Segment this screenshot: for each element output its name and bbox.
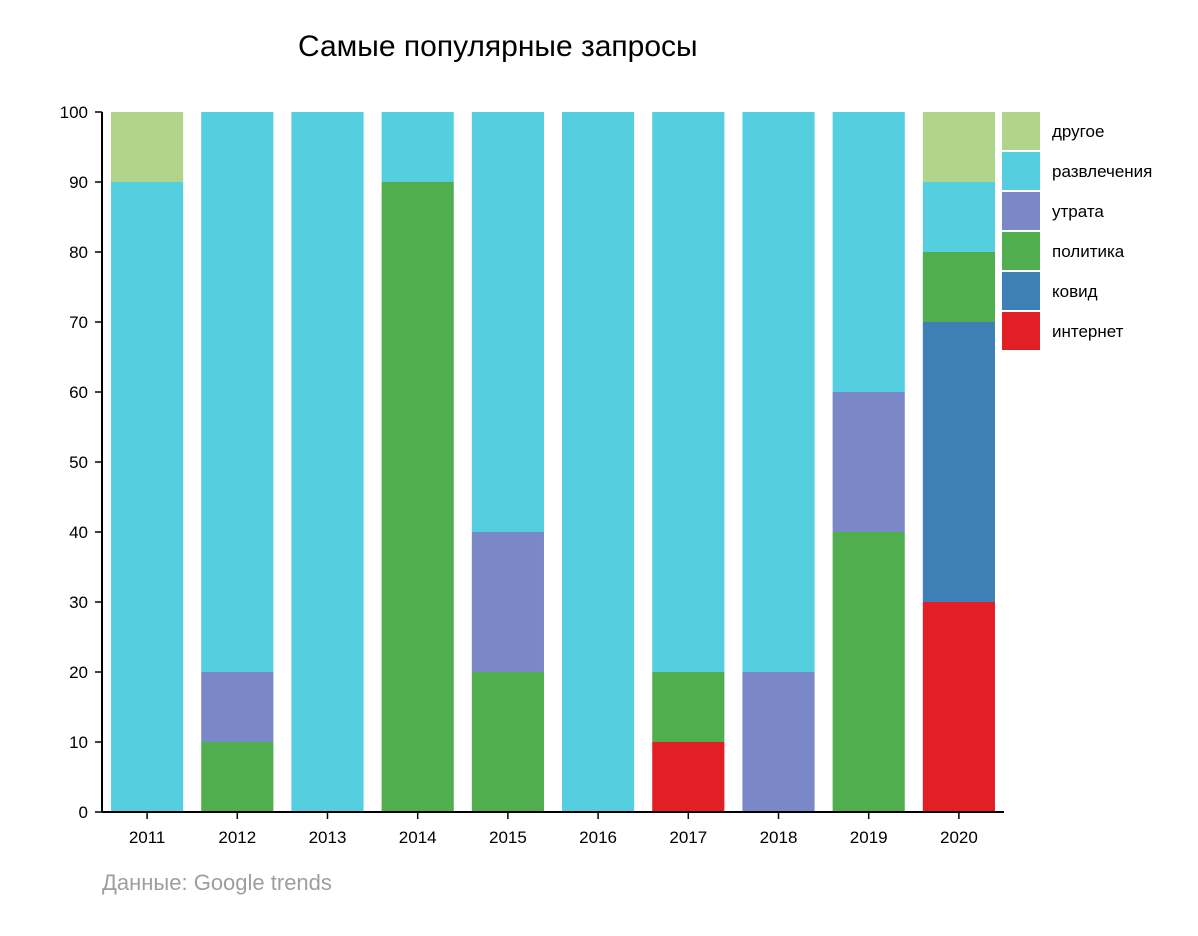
y-tick-label: 0 bbox=[79, 803, 88, 822]
legend-swatch-интернет bbox=[1002, 312, 1040, 350]
x-tick-label: 2020 bbox=[940, 828, 978, 847]
y-tick-label: 10 bbox=[69, 733, 88, 752]
bar-segment-2019-утрата bbox=[832, 392, 905, 532]
bar-segment-2018-утрата bbox=[742, 672, 815, 812]
x-tick-label: 2019 bbox=[850, 828, 888, 847]
bar-segment-2014-развлечения bbox=[381, 112, 454, 182]
y-tick-label: 20 bbox=[69, 663, 88, 682]
bar-segment-2018-развлечения bbox=[742, 112, 815, 672]
bar-segment-2020-ковид bbox=[922, 322, 995, 602]
x-tick-label: 2016 bbox=[579, 828, 617, 847]
legend-label: политика bbox=[1052, 242, 1125, 261]
y-tick-label: 80 bbox=[69, 243, 88, 262]
bar-segment-2017-интернет bbox=[652, 742, 725, 812]
bar-segment-2020-политика bbox=[922, 252, 995, 322]
bar-segment-2012-развлечения bbox=[201, 112, 274, 672]
bar-segment-2015-политика bbox=[471, 672, 544, 812]
bar-segment-2017-развлечения bbox=[652, 112, 725, 672]
chart-source-note: Данные: Google trends bbox=[102, 870, 332, 895]
y-tick-label: 70 bbox=[69, 313, 88, 332]
x-tick-label: 2012 bbox=[218, 828, 256, 847]
y-tick-label: 90 bbox=[69, 173, 88, 192]
bar-segment-2014-политика bbox=[381, 182, 454, 812]
bar-segment-2012-утрата bbox=[201, 672, 274, 742]
bar-segment-2020-другое bbox=[922, 112, 995, 182]
legend-label: развлечения bbox=[1052, 162, 1152, 181]
y-tick-label: 100 bbox=[60, 103, 88, 122]
x-tick-label: 2013 bbox=[309, 828, 347, 847]
bar-segment-2017-политика bbox=[652, 672, 725, 742]
x-tick-label: 2014 bbox=[399, 828, 437, 847]
legend-label: ковид bbox=[1052, 282, 1098, 301]
bar-segment-2011-развлечения bbox=[111, 182, 184, 812]
bar-segment-2020-интернет bbox=[922, 602, 995, 812]
legend-swatch-развлечения bbox=[1002, 152, 1040, 190]
x-tick-label: 2017 bbox=[669, 828, 707, 847]
legend-label: утрата bbox=[1052, 202, 1104, 221]
x-tick-label: 2015 bbox=[489, 828, 527, 847]
bar-segment-2013-развлечения bbox=[291, 112, 364, 812]
bar-segment-2019-политика bbox=[832, 532, 905, 812]
x-tick-label: 2018 bbox=[760, 828, 798, 847]
legend-swatch-другое bbox=[1002, 112, 1040, 150]
legend-swatch-ковид bbox=[1002, 272, 1040, 310]
bar-segment-2016-развлечения bbox=[562, 112, 635, 812]
bar-segment-2020-развлечения bbox=[922, 182, 995, 252]
chart-title: Самые популярные запросы bbox=[298, 30, 698, 63]
legend-swatch-утрата bbox=[1002, 192, 1040, 230]
y-tick-label: 50 bbox=[69, 453, 88, 472]
legend-swatch-политика bbox=[1002, 232, 1040, 270]
y-tick-label: 30 bbox=[69, 593, 88, 612]
bar-segment-2012-политика bbox=[201, 742, 274, 812]
legend: другое развлечения утрата политика ковид инте… bbox=[1002, 112, 1152, 350]
bar-segment-2015-утрата bbox=[471, 532, 544, 672]
x-axis: 2011 2012 2013 2014 2015 2016 2017 2018 2019 2020 bbox=[102, 811, 1004, 847]
bar-segment-2019-развлечения bbox=[832, 112, 905, 392]
legend-label: другое bbox=[1052, 122, 1104, 141]
y-tick-label: 40 bbox=[69, 523, 88, 542]
bar-segment-2011-другое bbox=[111, 112, 184, 182]
bars-group bbox=[111, 112, 995, 812]
bar-segment-2015-развлечения bbox=[471, 112, 544, 532]
x-tick-label: 2011 bbox=[129, 828, 166, 847]
legend-label: интернет bbox=[1052, 322, 1124, 341]
y-tick-label: 60 bbox=[69, 383, 88, 402]
y-axis: 0 10 20 30 40 50 60 70 80 90 100 bbox=[60, 103, 103, 822]
